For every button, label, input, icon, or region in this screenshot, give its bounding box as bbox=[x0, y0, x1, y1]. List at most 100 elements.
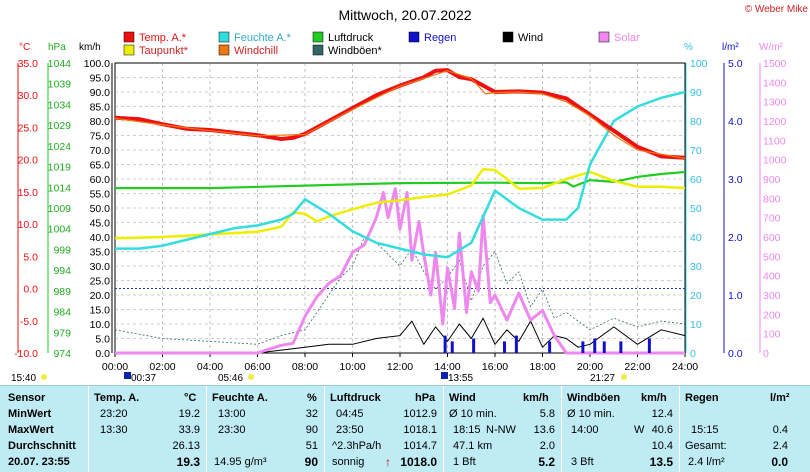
current-temp-value: 19.3 bbox=[176, 455, 200, 469]
sunrise-icon bbox=[248, 374, 254, 380]
solar-tick-label: 1200 bbox=[763, 116, 787, 128]
x-tick-label: 12:00 bbox=[387, 361, 413, 373]
humidity-tick-label: 20 bbox=[690, 290, 702, 302]
pressure-tick-label: 1039 bbox=[48, 79, 72, 91]
x-tick-label: 08:00 bbox=[292, 361, 318, 373]
col-separator bbox=[324, 386, 325, 472]
x-tick-label: 04:00 bbox=[197, 361, 223, 373]
header-gusts: Windböen bbox=[567, 392, 621, 404]
stats-header-row: Sensor Temp. A. °C Feuchte A. % Luftdruc… bbox=[0, 390, 810, 406]
humidity-tick-label: 80 bbox=[690, 116, 702, 128]
solar-tick-label: 0 bbox=[763, 348, 769, 360]
solar-tick-label: 1400 bbox=[763, 77, 787, 89]
pressure-tick-label: 994 bbox=[53, 265, 71, 277]
header-humidity-unit: % bbox=[307, 392, 317, 404]
max-gust-direction: W bbox=[634, 424, 645, 436]
header-wind: Wind bbox=[449, 392, 476, 404]
max-press-time: 23:50 bbox=[336, 424, 364, 436]
series-line-feuchte-a bbox=[115, 90, 686, 259]
min-gust-value: 12.4 bbox=[651, 408, 673, 420]
copyright-text: © Weber Mike bbox=[745, 4, 809, 15]
chart-title: Mittwoch, 20.07.2022 bbox=[338, 7, 471, 23]
solar-tick-label: 1100 bbox=[763, 135, 786, 147]
temp-tick-label: 35.0 bbox=[18, 58, 39, 70]
temp-tick-label: -5.0 bbox=[20, 316, 38, 328]
legend-swatch-wind bbox=[502, 31, 514, 43]
series-line-luftdruck bbox=[115, 170, 686, 190]
absolute-humidity: 14.95 g/m³ bbox=[214, 456, 267, 468]
row-label-average: Durchschnitt bbox=[8, 440, 76, 452]
time-markers: 15:40 00:37 05:46 13:55 21:27 bbox=[11, 372, 627, 384]
current-rain-value: 0.0 bbox=[771, 455, 788, 469]
current-wind-value: 5.2 bbox=[538, 455, 555, 469]
current-press-value: 1018.0 bbox=[400, 455, 437, 469]
avg-wind-value: 2.0 bbox=[539, 440, 555, 452]
pressure-tick-label: 1034 bbox=[48, 99, 72, 111]
col-separator bbox=[679, 386, 680, 472]
pressure-tick-label: 984 bbox=[53, 307, 71, 319]
stats-max-row: MaxWert 13:30 33.9 23:30 90 23:50 1018.1… bbox=[0, 422, 810, 438]
legend-swatch-gusts bbox=[312, 44, 324, 56]
humidity-tick-label: 30 bbox=[690, 261, 702, 273]
solar-tick-label: 700 bbox=[763, 213, 781, 225]
temp-tick-label: 5.0 bbox=[23, 251, 38, 263]
current-hum-value: 90 bbox=[304, 455, 318, 469]
humidity-tick-label: 100 bbox=[690, 58, 708, 70]
rain-bar bbox=[593, 338, 597, 353]
wind-tick-label: 75.0 bbox=[90, 131, 111, 143]
wind-tick-label: 25.0 bbox=[90, 276, 111, 288]
rain-tick-label: 0.0 bbox=[728, 348, 743, 360]
moon-icon bbox=[124, 372, 131, 379]
header-temp-unit: °C bbox=[184, 392, 197, 404]
wind-tick-label: 0.0 bbox=[95, 348, 110, 360]
header-rain: Regen bbox=[685, 392, 719, 404]
legend-label-solar: Solar bbox=[614, 32, 640, 44]
wind-tick-label: 100.0 bbox=[84, 58, 110, 70]
legend: Temp. A.* Feuchte A.* Luftdruck Regen Wi… bbox=[123, 31, 640, 57]
wind-tick-label: 10.0 bbox=[90, 319, 111, 331]
max-gust-time: 14:00 bbox=[571, 424, 599, 436]
x-tick-label: 06:00 bbox=[244, 361, 270, 373]
marker-label-1355: 13:55 bbox=[448, 373, 473, 384]
pressure-tick-label: 999 bbox=[53, 244, 71, 256]
x-axis: 00:00 02:00 04:00 06:00 08:00 10:00 12:00 14:00… bbox=[102, 353, 698, 373]
legend-label-temp: Temp. A.* bbox=[139, 32, 187, 44]
humidity-tick-label: 40 bbox=[690, 232, 702, 244]
avg-press-value: 1014.7 bbox=[403, 440, 437, 452]
wind-tick-label: 40.0 bbox=[90, 232, 111, 244]
wind-tick-label: 5.0 bbox=[95, 334, 110, 346]
rain-bar bbox=[472, 338, 476, 353]
rain-bar bbox=[514, 335, 518, 353]
rain-bar bbox=[581, 341, 585, 353]
header-rain-unit: l/m² bbox=[770, 392, 790, 404]
wind-distance: 47.1 km bbox=[453, 440, 493, 452]
pressure-tick-label: 1044 bbox=[48, 58, 72, 70]
legend-swatch-humidity bbox=[218, 31, 230, 43]
max-wind-direction: N-NW bbox=[486, 424, 516, 436]
pressure-tick-label: 1019 bbox=[48, 162, 72, 174]
solar-tick-label: 1300 bbox=[763, 97, 787, 109]
legend-label-gusts: Windböen* bbox=[328, 45, 383, 57]
min-press-value: 1012.9 bbox=[403, 408, 437, 420]
header-pressure-unit: hPa bbox=[415, 392, 436, 404]
pressure-tick-label: 974 bbox=[53, 348, 71, 360]
stats-min-row: MinWert 23:20 19.2 13:00 32 04:45 1012.9… bbox=[0, 406, 810, 422]
solar-tick-label: 1500 bbox=[763, 58, 787, 70]
stats-average-row: Durchschnitt 26.13 51 ^2.3hPa/h 1014.7 4… bbox=[0, 438, 810, 454]
min-wind-value: 5.8 bbox=[539, 408, 555, 420]
col-separator bbox=[443, 386, 444, 472]
marker-label-2127: 21:27 bbox=[590, 373, 615, 384]
min-temp-value: 19.2 bbox=[178, 408, 200, 420]
rain-tick-label: 4.0 bbox=[728, 116, 743, 128]
header-temp: Temp. A. bbox=[94, 392, 140, 404]
min-wind-label: Ø 10 min. bbox=[449, 408, 497, 420]
legend-label-humidity: Feuchte A.* bbox=[234, 32, 292, 44]
max-press-value: 1018.1 bbox=[403, 424, 437, 436]
solar-tick-label: 100 bbox=[763, 329, 781, 341]
rain-tick-label: 5.0 bbox=[728, 58, 743, 70]
max-hum-value: 90 bbox=[305, 424, 318, 436]
y-axes: 35.0 30.0 25.0 20.0 15.0 10.0 5.0 0.0 -5.0 -10.0 1… bbox=[14, 58, 786, 360]
solar-tick-label: 900 bbox=[763, 174, 781, 186]
current-gust-value: 13.5 bbox=[649, 455, 673, 469]
rain-total-label: Gesamt: bbox=[685, 440, 727, 452]
